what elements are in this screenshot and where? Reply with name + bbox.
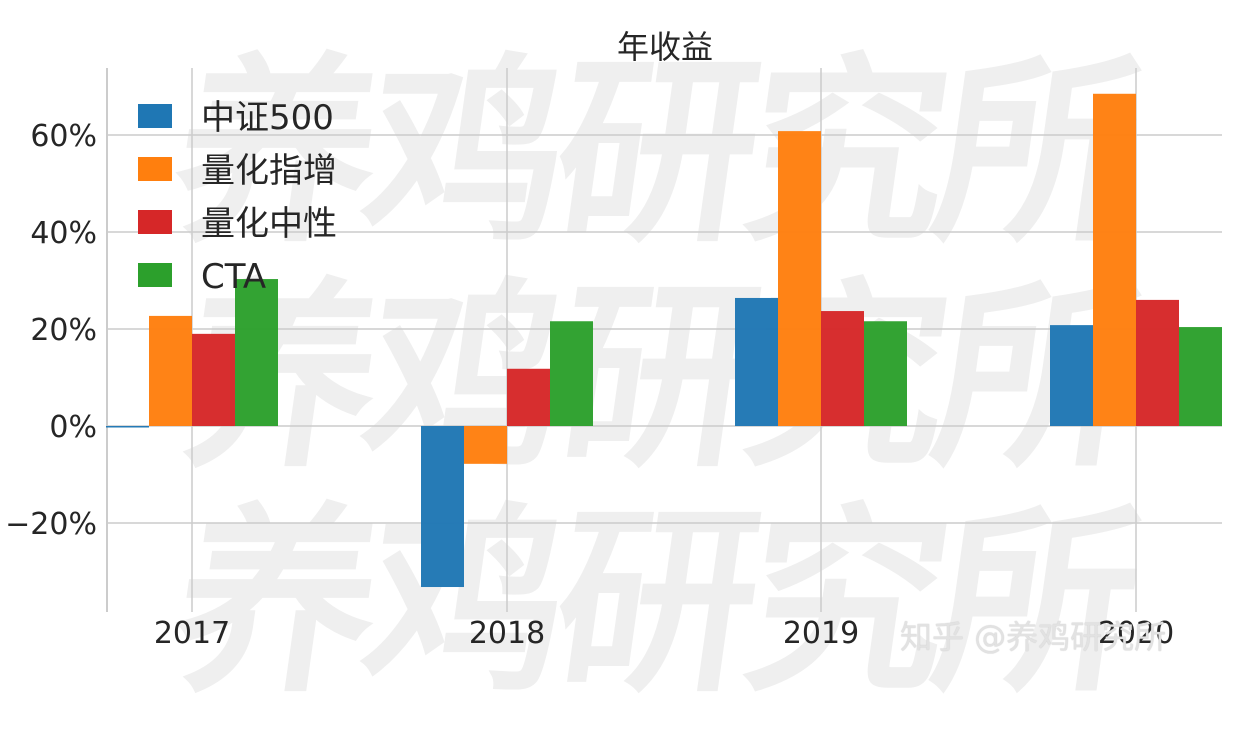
legend-swatch <box>138 104 172 128</box>
bar-2019-2 <box>821 311 864 426</box>
bar-2020-3 <box>1179 327 1222 426</box>
y-tick-label: 60% <box>30 119 97 154</box>
x-tick-label: 2019 <box>783 616 859 651</box>
bar-2020-1 <box>1093 93 1136 427</box>
bar-2017-3 <box>235 279 278 426</box>
bar-2019-0 <box>735 297 778 426</box>
y-tick-label: 20% <box>30 313 97 348</box>
bar-chart: −20% 0% 20% 40% 60% 2017 2018 2019 2020 中证500 量化指增… <box>5 68 1222 651</box>
bar-2019-1 <box>778 131 821 426</box>
y-tick-label: 0% <box>49 410 97 445</box>
x-tick-label: 2017 <box>154 616 230 651</box>
bar-2018-1 <box>464 426 507 464</box>
bar-2020-0 <box>1050 325 1093 426</box>
legend-label: 量化指增 <box>201 151 337 191</box>
bar-2018-2 <box>507 368 550 426</box>
bar-2019-3 <box>864 321 907 426</box>
bar-2017-0 <box>106 426 149 428</box>
chart-title: 年收益 <box>616 28 713 66</box>
bar-2017-2 <box>192 333 235 426</box>
y-tick-label: −20% <box>5 507 97 542</box>
x-tick-label: 2018 <box>469 616 545 651</box>
bar-2018-3 <box>550 321 593 426</box>
bar-2020-2 <box>1136 299 1179 426</box>
x-tick-label: 2020 <box>1098 616 1174 651</box>
legend-label: CTA <box>201 257 266 297</box>
legend-swatch <box>138 210 172 234</box>
bar-2017-1 <box>149 315 192 426</box>
bar-2018-0 <box>421 426 464 588</box>
y-tick-label: 40% <box>30 216 97 251</box>
legend-label: 中证500 <box>201 98 334 138</box>
legend-label: 量化中性 <box>201 204 337 244</box>
watermark-credit: 知乎 @养鸡研究所 <box>900 618 1167 656</box>
legend-swatch <box>138 263 172 287</box>
legend-swatch <box>138 157 172 181</box>
